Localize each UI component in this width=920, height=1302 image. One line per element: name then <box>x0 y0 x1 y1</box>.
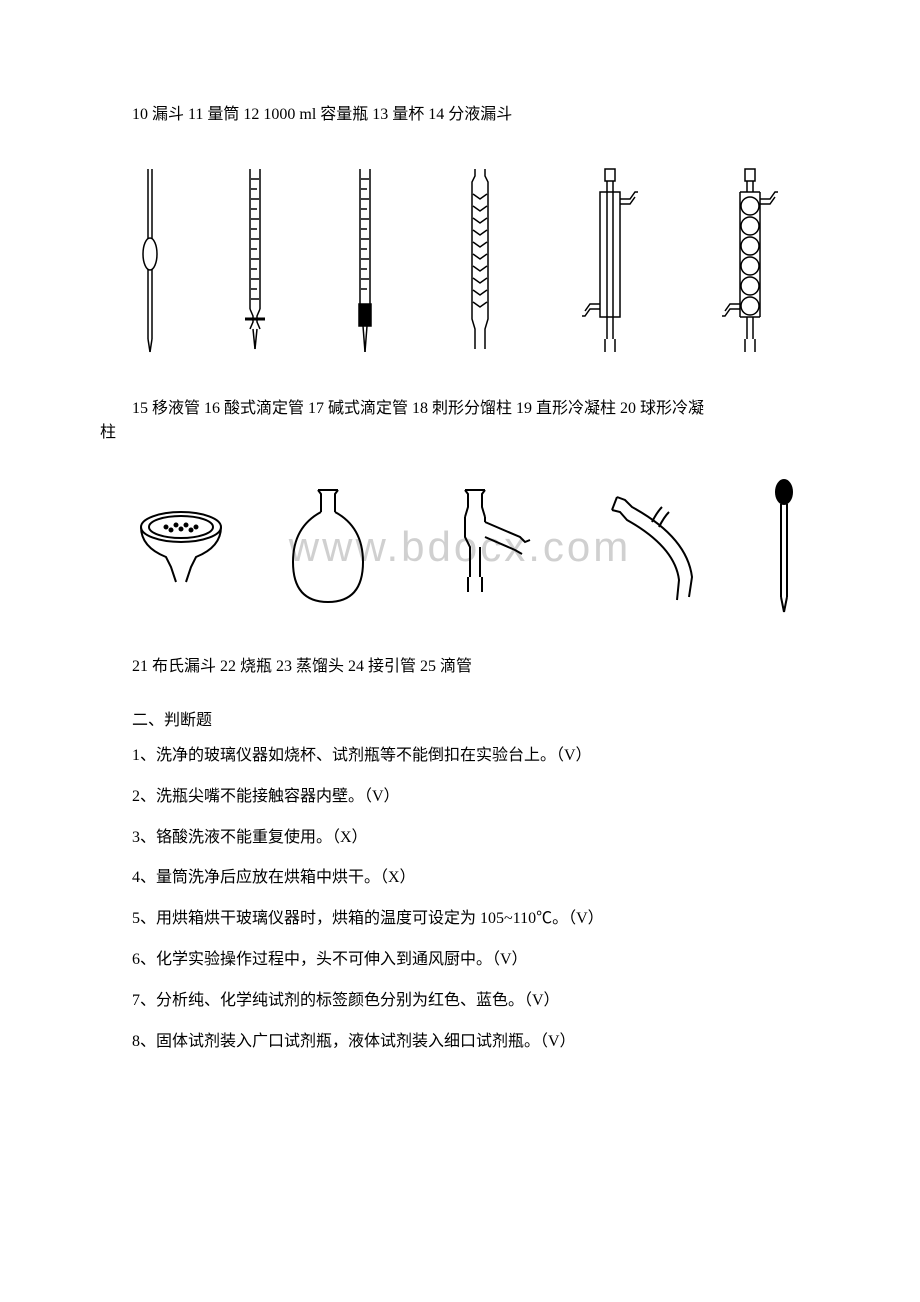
question-1: 1、洗净的玻璃仪器如烧杯、试剂瓶等不能倒扣在实验台上。（V） <box>100 742 820 771</box>
question-7: 7、分析纯、化学纯试剂的标签颜色分别为红色、蓝色。（V） <box>100 987 820 1016</box>
acid-burette <box>235 164 275 354</box>
caption-15-20-line2: 柱 <box>100 424 116 441</box>
buchner-funnel <box>121 492 231 602</box>
pipette-transfer <box>135 164 165 354</box>
liebig-condenser <box>575 164 645 354</box>
vigreux-column <box>455 164 505 354</box>
section-2-title: 二、判断题 <box>100 706 820 730</box>
base-burette <box>345 164 385 354</box>
question-6: 6、化学实验操作过程中，头不可伸入到通风厨中。（V） <box>100 946 820 975</box>
question-5: 5、用烘箱烘干玻璃仪器时，烘箱的温度可设定为 105~110℃。（V） <box>100 905 820 934</box>
question-4: 4、量筒洗净后应放在烘箱中烘干。（X） <box>100 864 820 893</box>
question-2: 2、洗瓶尖嘴不能接触容器内壁。（V） <box>100 783 820 812</box>
caption-row-15-20: 15 移液管 16 酸式滴定管 17 碱式滴定管 18 刺形分馏柱 19 直形冷… <box>100 394 820 442</box>
question-8: 8、固体试剂装入广口试剂瓶，液体试剂装入细口试剂瓶。（V） <box>100 1028 820 1057</box>
question-3: 3、铬酸洗液不能重复使用。（X） <box>100 824 820 853</box>
round-flask <box>273 482 383 612</box>
glassware-row-15-20 <box>100 154 820 354</box>
dropper <box>769 477 799 617</box>
caption-15-20-line1: 15 移液管 16 酸式滴定管 17 碱式滴定管 18 刺形分馏柱 19 直形冷… <box>100 394 820 418</box>
receiver-adapter <box>597 482 727 612</box>
caption-row-21-25: 21 布氏漏斗 22 烧瓶 23 蒸馏头 24 接引管 25 滴管 <box>100 652 820 676</box>
distillation-head <box>425 482 555 612</box>
ball-condenser <box>715 164 785 354</box>
glassware-row-21-25: www.bdocx.com <box>100 472 820 622</box>
caption-row-10-14: 10 漏斗 11 量筒 12 1000 ml 容量瓶 13 量杯 14 分液漏斗 <box>100 100 820 124</box>
